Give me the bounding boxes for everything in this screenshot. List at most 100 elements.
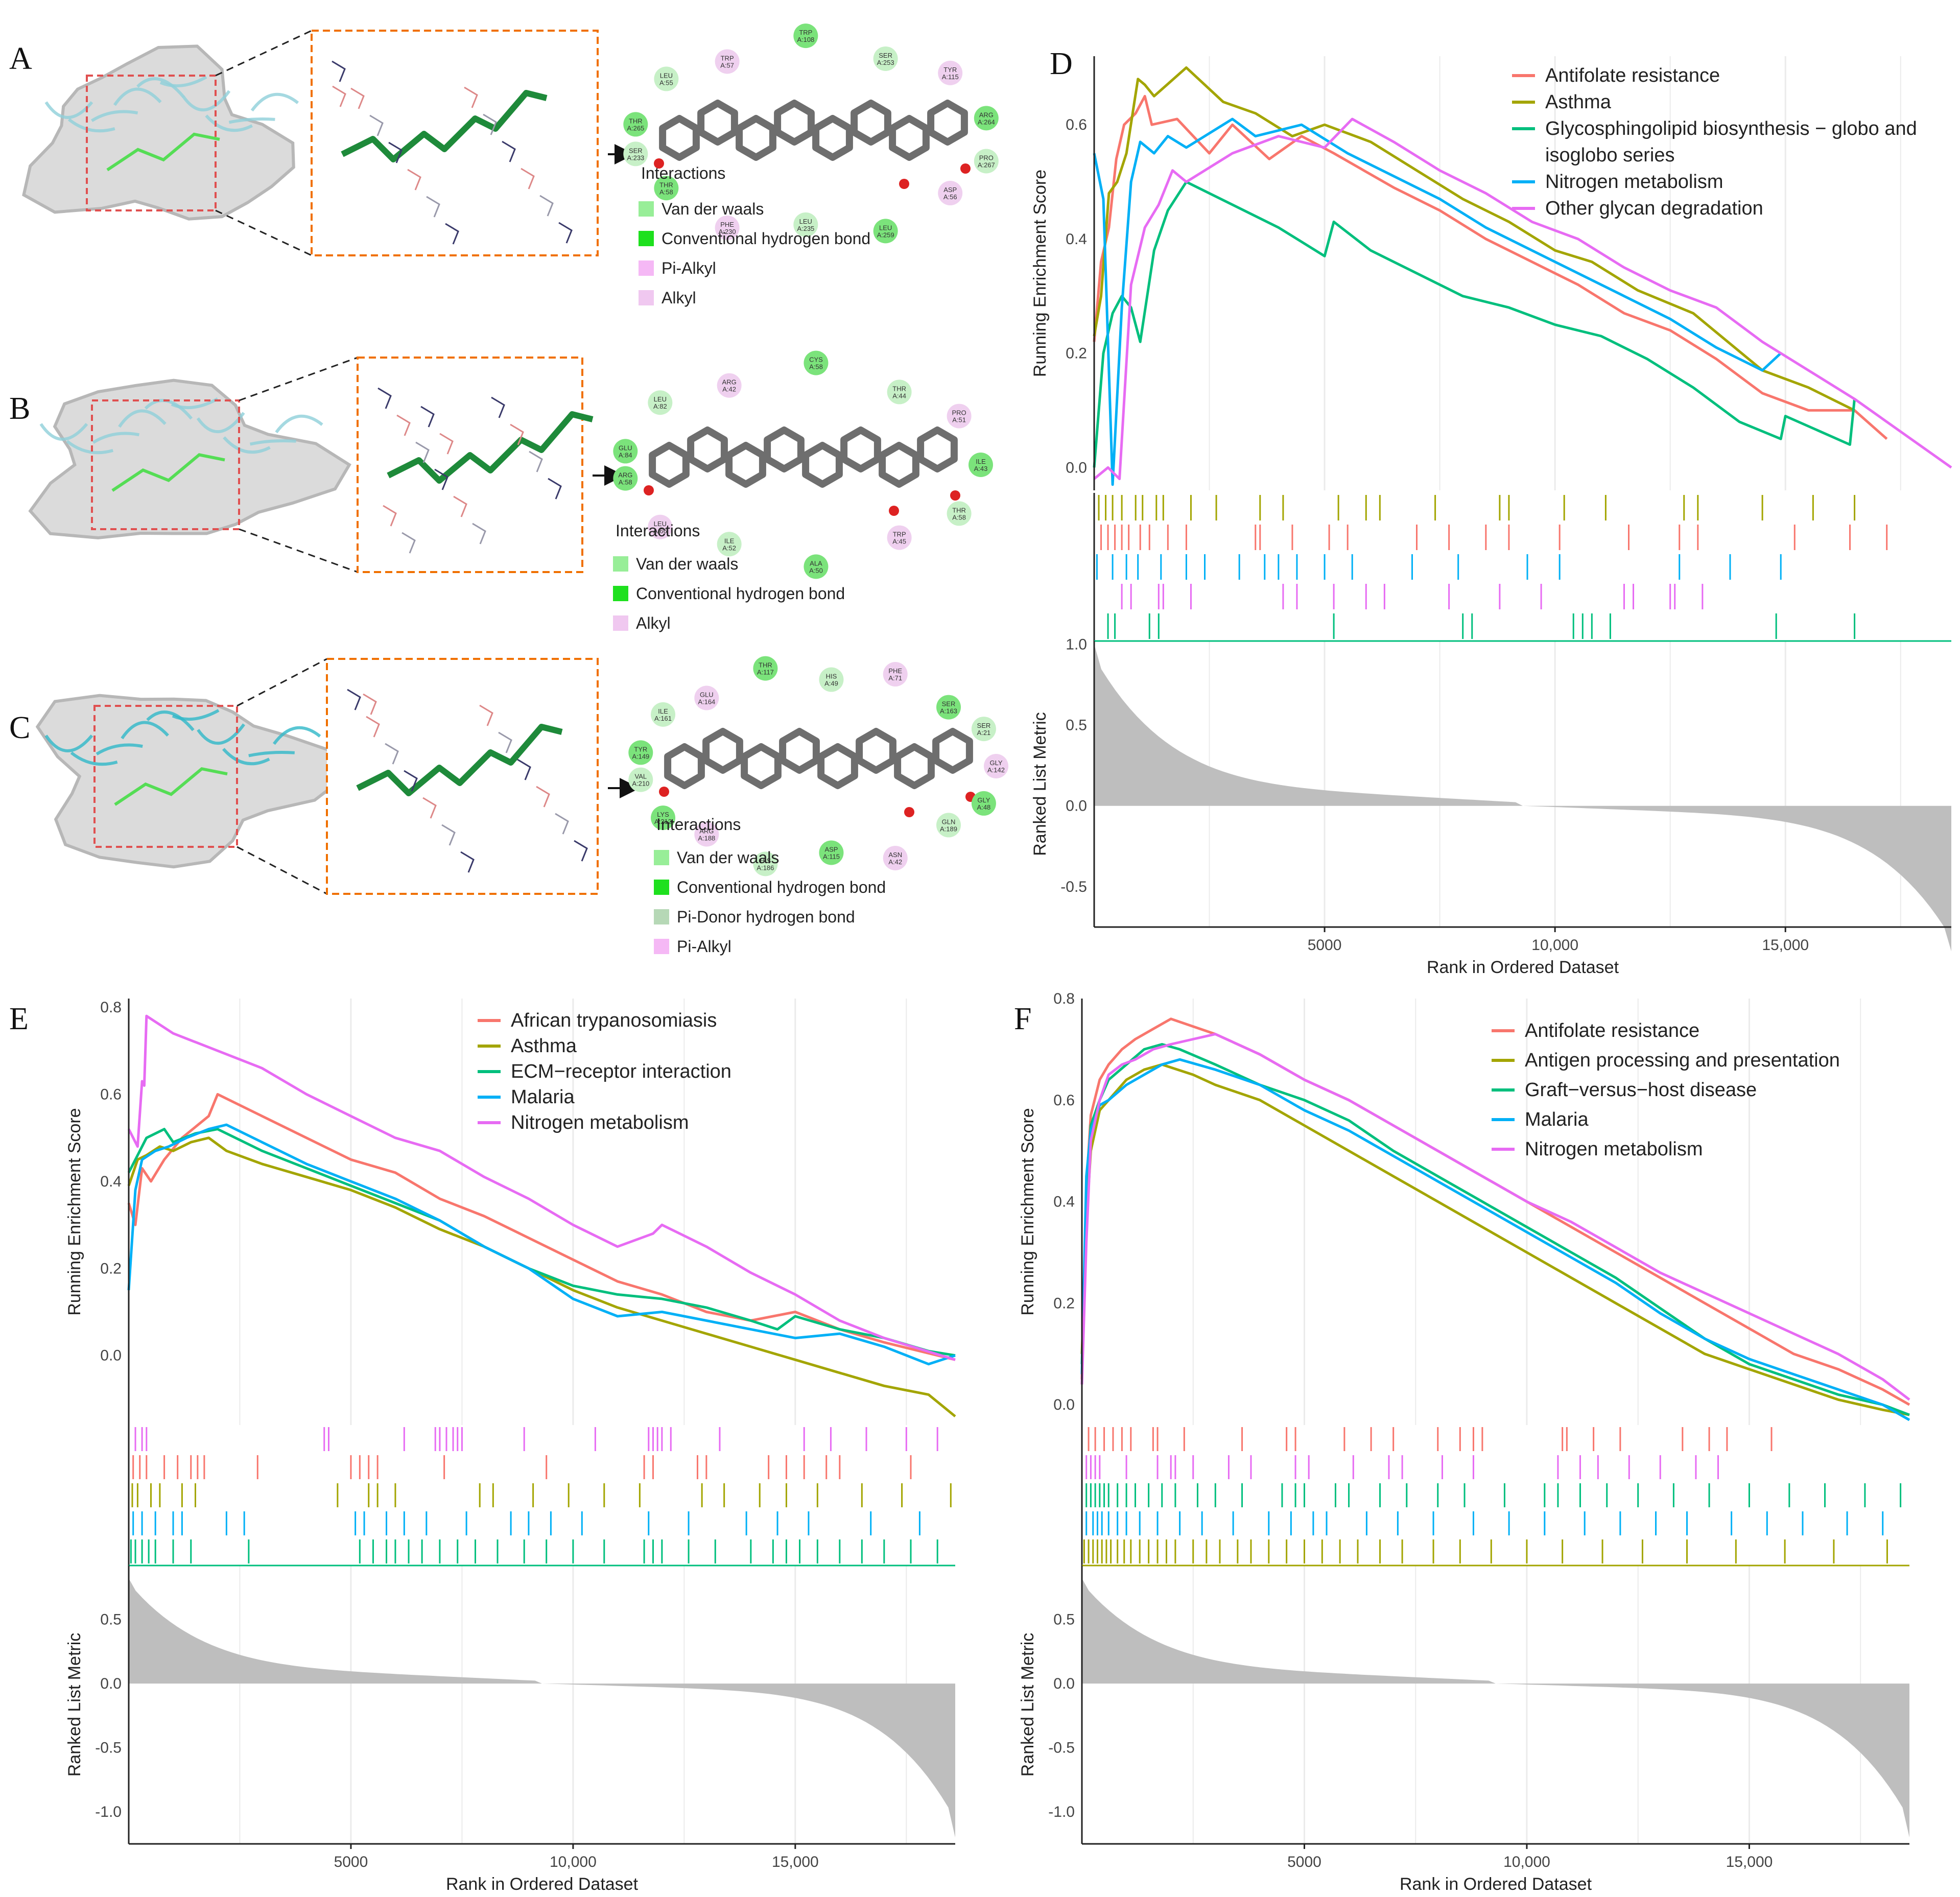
legend-swatch <box>613 615 628 631</box>
residue-stick <box>415 441 430 463</box>
es-line-5 <box>1093 117 1952 481</box>
y-tick-top: 0.2 <box>100 1260 122 1277</box>
oxygen-atom <box>659 787 669 797</box>
molecule-ring <box>741 743 782 789</box>
molecule-ring <box>764 426 805 472</box>
residue-label-id: A:58 <box>952 513 966 521</box>
molecule-ring <box>774 100 815 146</box>
residue-stick <box>479 704 493 726</box>
molecule-ring <box>812 115 853 161</box>
protein-helix <box>222 748 270 766</box>
y-axis-label-top: Running Enrichment Score <box>1030 170 1050 377</box>
residue-bubble <box>753 851 778 876</box>
residue-label-name: ASP <box>943 186 957 194</box>
protein-helix <box>223 436 271 454</box>
residue-stick <box>366 716 380 738</box>
y-axis-label-bottom: Ranked List Metric <box>65 1633 84 1777</box>
residue-label-name: THR <box>629 117 643 125</box>
residue-bubble <box>936 813 961 838</box>
residue-label-id: A:56 <box>943 193 957 201</box>
x-tick: 10,000 <box>1531 937 1578 954</box>
residue-label-id: A:50 <box>809 566 823 574</box>
residue-label-name: ASP <box>824 845 838 853</box>
docking-panels: ATHRA:265LEUA:55TRPA:57TRPA:108SERA:253T… <box>9 23 1008 956</box>
residue-label-name: LEU <box>879 224 892 231</box>
residue-label-name: LEU <box>654 520 667 528</box>
interactions-title: Interactions <box>641 164 725 182</box>
y-tick-top: 0.6 <box>1053 1092 1075 1109</box>
residue-stick <box>483 113 497 135</box>
ranked-metric-area <box>1094 644 1951 952</box>
residue-label-name: TRP <box>721 54 734 62</box>
residue-bubble <box>648 514 673 539</box>
x-tick: 15,000 <box>1726 1854 1773 1870</box>
legend-swatch <box>639 201 654 217</box>
residue-stick <box>350 87 365 109</box>
residue-label-name: ILE <box>724 537 735 544</box>
residue-stick <box>332 60 346 82</box>
y-tick-bottom: 0.5 <box>1066 717 1087 734</box>
molecule-ring <box>779 728 820 774</box>
y-tick-top: 0.2 <box>1066 345 1087 362</box>
x-tick: 10,000 <box>1503 1854 1550 1870</box>
molecule-ring <box>932 728 973 774</box>
residue-label-id: A:149 <box>632 752 649 760</box>
residue-label-name: PHE <box>888 667 902 675</box>
y-axis-label-bottom: Ranked List Metric <box>1018 1633 1037 1777</box>
residue-label-id: A:115 <box>942 73 959 81</box>
residue-label-id: A:51 <box>952 416 966 424</box>
es-line-5 <box>1080 1033 1910 1401</box>
residue-label-id: A:84 <box>619 451 632 459</box>
residue-label-name: LYS <box>657 811 669 818</box>
panel-label: E <box>9 1002 29 1036</box>
oxygen-atom <box>950 490 960 501</box>
es-line-3 <box>1093 180 1856 468</box>
legend-label-1: Antifolate resistance <box>1545 65 1720 86</box>
legend-label-4: Malaria <box>511 1086 575 1108</box>
residue-bubble <box>971 717 996 742</box>
residue-label-id: A:52 <box>722 544 736 552</box>
residue-label-id: A:71 <box>888 674 902 682</box>
residue-stick <box>434 468 448 490</box>
residue-label-id: A:42 <box>888 858 902 866</box>
y-tick-bottom: -1.0 <box>1048 1804 1075 1820</box>
residue-label-id: A:45 <box>892 538 906 546</box>
residue-label-name: TRP <box>893 531 906 538</box>
residue-bubble <box>887 380 912 405</box>
panel-label: D <box>1050 46 1073 81</box>
residue-label-name: ILE <box>976 458 986 465</box>
residue-bubble <box>715 49 740 74</box>
residue-label-name: TRP <box>799 29 812 36</box>
residue-label-name: ILE <box>658 707 668 715</box>
residue-label-id: A:210 <box>632 780 649 788</box>
residue-stick <box>369 114 384 136</box>
legend-swatch <box>613 556 628 572</box>
residue-label-name: PRO <box>952 409 966 417</box>
zoomed-ligand <box>341 90 548 162</box>
residue-stick <box>517 758 531 780</box>
residue-label-id: A:58 <box>619 479 632 486</box>
residue-label-id: A:186 <box>757 864 774 871</box>
zoom-line <box>215 209 312 256</box>
residue-stick <box>521 168 535 189</box>
legend-entry: Alkyl <box>662 289 696 307</box>
x-axis-label: Rank in Ordered Dataset <box>1400 1875 1592 1894</box>
chart-panel-d: D 0.0 0.2 0.4 0.6 Running Enrichment Score -0.… <box>1030 46 1952 977</box>
residue-label-name: LEU <box>799 218 812 225</box>
oxygen-atom <box>644 485 654 495</box>
residue-bubble <box>623 112 648 137</box>
legend-label-5: Nitrogen metabolism <box>1525 1139 1703 1160</box>
residue-stick <box>426 196 440 218</box>
oxygen-atom <box>654 158 664 169</box>
residue-label-name: LEU <box>654 395 667 403</box>
legend-label-line: isoglobo series <box>1545 145 1674 166</box>
protein-helix <box>67 118 115 133</box>
residue-label-id: A:48 <box>977 803 991 811</box>
residue-bubble <box>947 404 972 429</box>
es-line-2 <box>1080 1063 1910 1416</box>
protein-helix <box>118 409 167 428</box>
residue-bubble <box>938 60 963 85</box>
residue-label-name: THR <box>759 661 772 669</box>
es-line-3 <box>127 1128 956 1357</box>
molecule-ring <box>687 426 728 472</box>
